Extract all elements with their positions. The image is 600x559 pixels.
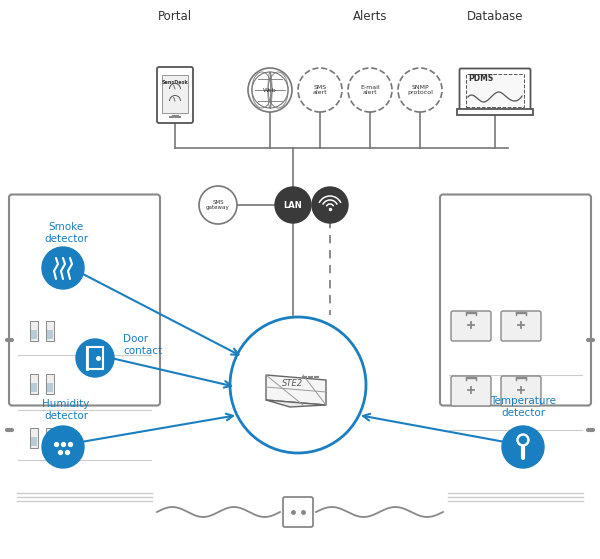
Bar xyxy=(31,330,37,339)
Circle shape xyxy=(230,317,366,453)
Text: Smoke
detector: Smoke detector xyxy=(44,222,88,244)
Circle shape xyxy=(76,339,114,377)
Text: Web: Web xyxy=(263,88,277,92)
Polygon shape xyxy=(266,375,326,405)
Circle shape xyxy=(199,186,237,224)
Bar xyxy=(31,383,37,392)
Text: PDMS: PDMS xyxy=(468,74,493,83)
Bar xyxy=(31,437,37,446)
Circle shape xyxy=(520,437,527,443)
Circle shape xyxy=(348,68,392,112)
Text: Humidity
detector: Humidity detector xyxy=(43,399,89,421)
Bar xyxy=(162,75,188,113)
Bar xyxy=(47,383,53,392)
Text: SMS
alert: SMS alert xyxy=(313,84,328,96)
FancyBboxPatch shape xyxy=(440,195,591,405)
Bar xyxy=(30,374,38,394)
Circle shape xyxy=(312,187,348,223)
Circle shape xyxy=(398,68,442,112)
Bar xyxy=(46,321,54,341)
FancyBboxPatch shape xyxy=(283,497,313,527)
Circle shape xyxy=(42,247,84,289)
Bar xyxy=(47,437,53,446)
FancyBboxPatch shape xyxy=(451,376,491,406)
FancyBboxPatch shape xyxy=(460,69,530,113)
Text: SNMP
protocol: SNMP protocol xyxy=(407,84,433,96)
FancyBboxPatch shape xyxy=(9,195,160,405)
Circle shape xyxy=(42,426,84,468)
Text: LAN: LAN xyxy=(284,201,302,210)
Bar xyxy=(466,74,524,107)
FancyBboxPatch shape xyxy=(501,311,541,341)
Bar xyxy=(30,321,38,341)
Text: STE2: STE2 xyxy=(283,380,304,389)
FancyBboxPatch shape xyxy=(501,376,541,406)
Circle shape xyxy=(248,68,292,112)
Bar xyxy=(457,109,533,115)
Polygon shape xyxy=(266,400,326,407)
Text: Door
contact: Door contact xyxy=(123,334,162,356)
Circle shape xyxy=(298,68,342,112)
FancyBboxPatch shape xyxy=(157,67,193,123)
Text: Database: Database xyxy=(467,11,523,23)
FancyBboxPatch shape xyxy=(451,311,491,341)
Bar xyxy=(47,330,53,339)
Text: E-mail
alert: E-mail alert xyxy=(360,84,380,96)
Text: SensDesk: SensDesk xyxy=(161,79,188,84)
Bar xyxy=(46,374,54,394)
Circle shape xyxy=(275,187,311,223)
Text: Alerts: Alerts xyxy=(353,11,387,23)
Circle shape xyxy=(517,434,529,446)
Circle shape xyxy=(502,426,544,468)
Bar xyxy=(46,428,54,448)
Bar xyxy=(30,428,38,448)
Bar xyxy=(87,347,103,369)
Text: SMS
gateway: SMS gateway xyxy=(206,200,230,210)
Text: Portal: Portal xyxy=(158,11,192,23)
Text: Temperature
detector: Temperature detector xyxy=(490,396,556,418)
